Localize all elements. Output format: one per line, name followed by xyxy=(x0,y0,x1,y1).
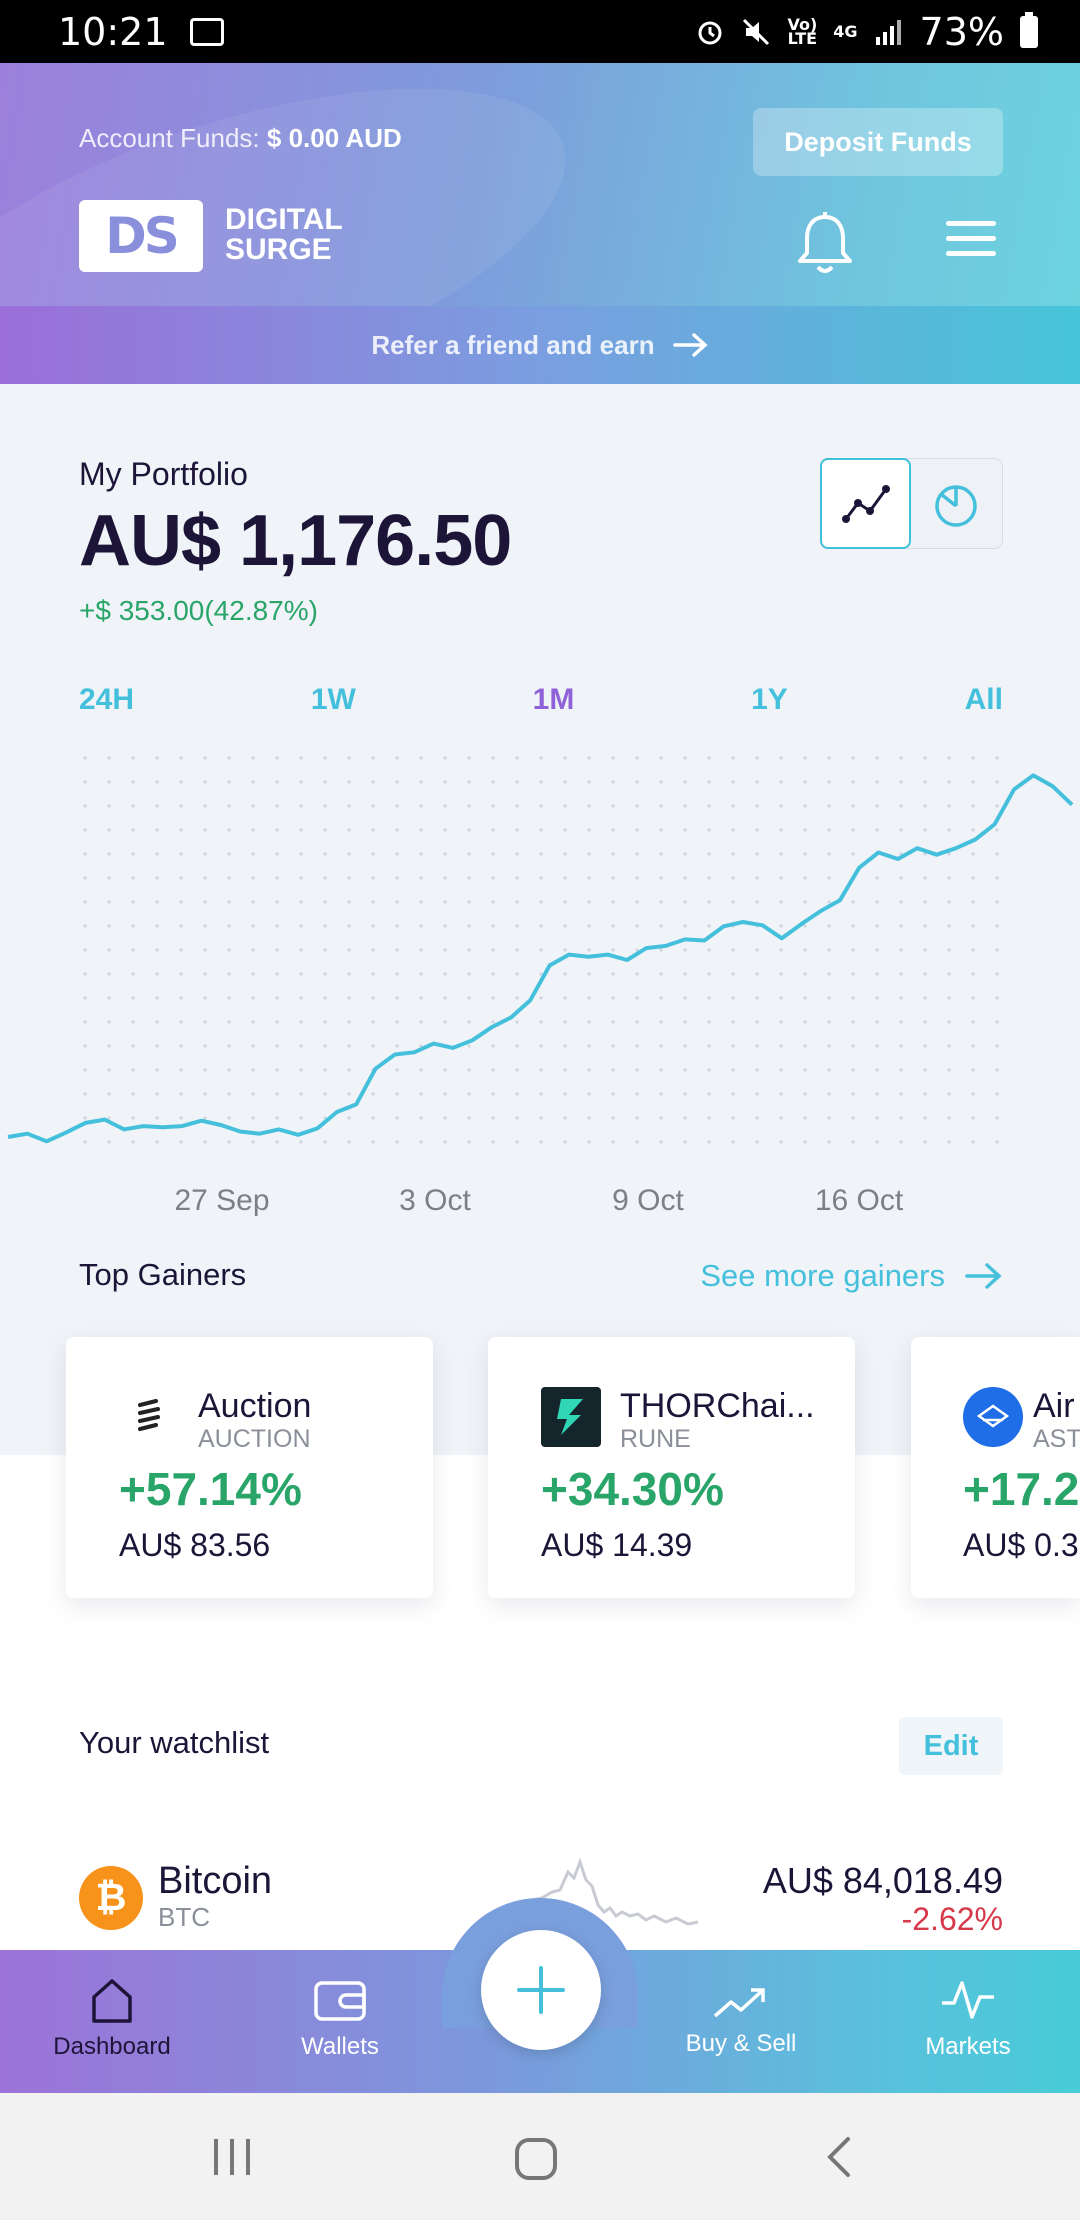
wifi-icon xyxy=(189,17,224,46)
time-range-selector: 24H 1W 1M 1Y All xyxy=(79,683,1003,717)
line-chart-toggle[interactable] xyxy=(820,458,911,549)
bitcoin-icon: ₿ xyxy=(79,1866,143,1930)
gainer-change: +57.14% xyxy=(119,1463,302,1515)
network-type: 4G xyxy=(833,21,858,41)
thorchain-logo-icon xyxy=(541,1387,601,1447)
nav-label: Wallets xyxy=(301,2033,379,2060)
coin-name: Bitcoin xyxy=(158,1860,273,1902)
nav-label: Buy & Sell xyxy=(685,2030,797,2057)
watchlist-title: Your watchlist xyxy=(79,1725,270,1760)
battery-icon xyxy=(1020,11,1038,48)
range-1y[interactable]: 1Y xyxy=(751,683,788,716)
gainer-card[interactable]: Air AST +17.2 AU$ 0.3 xyxy=(911,1337,1080,1598)
deposit-funds-button[interactable]: Deposit Funds xyxy=(753,108,1003,176)
portfolio-change: +$ 353.00(42.87%) xyxy=(79,595,318,626)
nav-dashboard[interactable]: Dashboard xyxy=(22,1975,202,2061)
nav-label: Markets xyxy=(925,2033,1011,2060)
gainer-change: +34.30% xyxy=(541,1463,724,1515)
edit-watchlist-button[interactable]: Edit xyxy=(899,1717,1003,1775)
chart-grid xyxy=(83,756,999,1144)
x-tick-label: 27 Sep xyxy=(174,1184,269,1217)
system-nav-bar xyxy=(0,2093,1080,2220)
x-tick-label: 9 Oct xyxy=(612,1184,684,1217)
status-time: 10:21 xyxy=(58,9,168,54)
line-chart-icon xyxy=(841,484,890,523)
app-header: Account Funds: $ 0.00 AUD Deposit Funds … xyxy=(0,63,1080,306)
gainer-name: Air xyxy=(1033,1387,1075,1425)
mute-icon xyxy=(743,18,770,45)
nav-buy-sell[interactable]: Buy & Sell xyxy=(651,1982,831,2058)
x-tick-label: 16 Oct xyxy=(815,1184,904,1217)
gainer-name: Auction xyxy=(198,1387,312,1425)
refer-banner[interactable]: Refer a friend and earn xyxy=(0,306,1080,384)
arrow-right-icon xyxy=(965,1263,1002,1289)
account-funds: Account Funds: $ 0.00 AUD xyxy=(79,123,402,154)
coin-change: -2.62% xyxy=(901,1901,1003,1937)
airswap-logo-icon xyxy=(963,1387,1023,1447)
coin-price: AU$ 84,018.49 xyxy=(762,1860,1003,1901)
alarm-icon xyxy=(698,21,722,44)
gainer-change: +17.2 xyxy=(963,1463,1080,1515)
nav-markets[interactable]: Markets xyxy=(878,1975,1058,2061)
gainer-price: AU$ 14.39 xyxy=(541,1527,693,1563)
signal-icon xyxy=(875,19,901,45)
see-more-gainers-link[interactable]: See more gainers xyxy=(700,1258,1003,1294)
gainer-name: THORChai... xyxy=(620,1387,815,1425)
plus-icon xyxy=(517,1966,565,2014)
portfolio-label: My Portfolio xyxy=(79,456,248,492)
wallet-icon xyxy=(314,1981,366,2021)
refer-label: Refer a friend and earn xyxy=(371,329,655,360)
x-tick-label: 3 Oct xyxy=(399,1184,471,1217)
home-button-icon[interactable] xyxy=(512,2135,560,2183)
sparkline-chart xyxy=(531,1857,699,1926)
battery-percent: 73% xyxy=(919,9,1004,54)
home-icon xyxy=(92,1979,132,2023)
portfolio-chart[interactable]: 27 Sep 3 Oct 9 Oct 16 Oct xyxy=(0,740,1080,1220)
nav-wallets[interactable]: Wallets xyxy=(250,1975,430,2061)
arrow-right-icon xyxy=(672,333,708,357)
add-action-button[interactable] xyxy=(481,1930,601,2050)
gainer-symbol: RUNE xyxy=(620,1425,691,1453)
range-24h[interactable]: 24H xyxy=(79,683,135,716)
coin-symbol: BTC xyxy=(158,1902,210,1932)
gainer-card[interactable]: THORChai... RUNE +34.30% AU$ 14.39 xyxy=(488,1337,855,1598)
gainer-symbol: AST xyxy=(1033,1425,1080,1453)
top-gainers-title: Top Gainers xyxy=(79,1257,247,1292)
volte-indicator: Vo) LTE xyxy=(787,14,818,48)
back-icon[interactable] xyxy=(822,2135,858,2179)
recent-apps-icon[interactable] xyxy=(210,2135,254,2179)
status-bar: 10:21 Vo) LTE 4G 73% xyxy=(0,0,1080,63)
gainer-symbol: AUCTION xyxy=(198,1425,311,1453)
range-1m[interactable]: 1M xyxy=(532,683,575,716)
bell-icon[interactable] xyxy=(795,211,855,277)
logo-mark: DS xyxy=(79,200,203,272)
portfolio-line xyxy=(7,773,1074,1144)
pulse-icon xyxy=(942,1981,994,2019)
chart-x-ticks: 27 Sep 3 Oct 9 Oct 16 Oct xyxy=(174,1184,903,1217)
chart-type-toggle xyxy=(820,458,1003,549)
portfolio-value: AU$ 1,176.50 xyxy=(79,501,512,581)
gainer-price: AU$ 0.3 xyxy=(963,1527,1079,1563)
auction-logo-icon xyxy=(119,1387,179,1447)
range-all[interactable]: All xyxy=(964,683,1003,716)
pie-chart-toggle[interactable] xyxy=(910,459,1002,548)
pie-chart-icon xyxy=(935,484,977,527)
gainer-price: AU$ 83.56 xyxy=(119,1527,271,1563)
see-more-label: See more gainers xyxy=(700,1258,945,1293)
funds-value: $ 0.00 AUD xyxy=(266,123,402,153)
trend-icon xyxy=(713,1988,765,2018)
range-1w[interactable]: 1W xyxy=(310,683,356,716)
nav-label: Dashboard xyxy=(53,2033,171,2060)
logo-text: DIGITAL SURGE xyxy=(225,203,343,266)
gainer-card[interactable]: Auction AUCTION +57.14% AU$ 83.56 xyxy=(66,1337,433,1598)
funds-label: Account Funds: xyxy=(79,123,260,153)
menu-icon[interactable] xyxy=(946,221,996,266)
